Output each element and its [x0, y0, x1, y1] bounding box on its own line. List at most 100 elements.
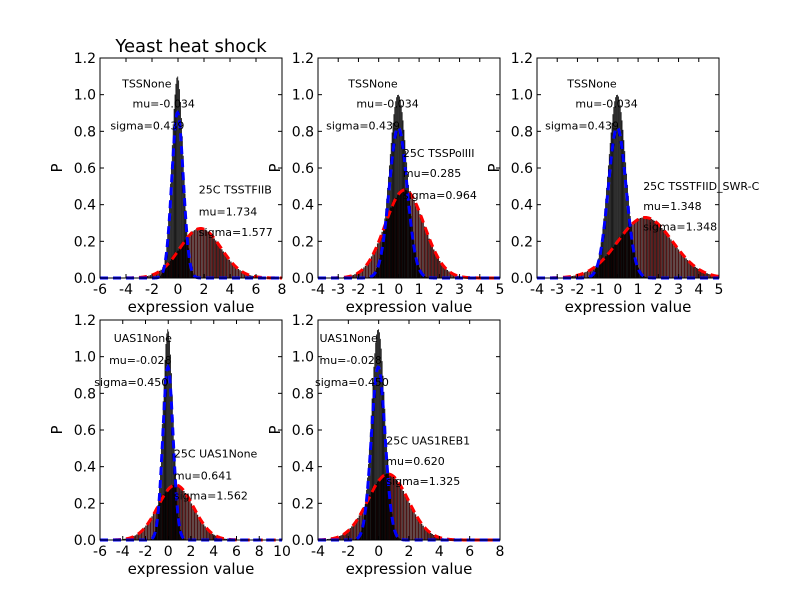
histogram-bar: [212, 533, 214, 541]
histogram-bar: [691, 264, 693, 279]
x-tick-label: 2: [187, 544, 196, 560]
histogram-bar: [387, 457, 388, 540]
y-tick-label: 0.6: [74, 423, 96, 439]
x-tick-label: 0: [394, 282, 403, 298]
histogram-bar: [413, 511, 415, 541]
histogram-bar: [642, 275, 644, 278]
histogram-bar: [179, 89, 180, 278]
histogram-bar: [175, 478, 177, 540]
histogram-bar: [401, 488, 403, 541]
histogram-bar: [428, 238, 430, 279]
histogram-bar: [674, 245, 677, 279]
histogram-bar: [171, 145, 173, 278]
histogram-bar: [689, 263, 692, 279]
histogram-bar: [606, 187, 607, 278]
histogram-bar: [170, 373, 172, 540]
histogram-bar: [405, 151, 407, 278]
annotation-label: sigma=1.577: [199, 226, 273, 239]
x-tick-label: 0: [164, 544, 173, 560]
histogram-bar: [160, 446, 162, 540]
x-tick-label: -2: [145, 282, 159, 298]
y-tick-label: 0.6: [292, 161, 314, 177]
histogram-bar: [662, 229, 665, 279]
histogram-bar: [398, 537, 399, 540]
histogram-bar: [389, 154, 391, 278]
histogram-bar: [395, 101, 397, 278]
x-tick-label: -2: [341, 544, 355, 560]
histogram-bar: [192, 231, 194, 279]
histogram-bar: [583, 272, 586, 279]
histogram-bar: [191, 267, 192, 278]
y-axis-label: P: [48, 163, 66, 172]
histogram-bar: [638, 267, 639, 278]
x-tick-label: -1: [372, 282, 386, 298]
histogram-bar: [424, 276, 426, 278]
annotation-label: mu=0.285: [403, 167, 461, 180]
x-tick-label: -4: [311, 282, 325, 298]
histogram-bar: [377, 330, 378, 540]
histogram-bar: [408, 185, 409, 278]
annotation-label: mu=-0.028: [109, 354, 171, 367]
histogram-bar: [633, 246, 635, 278]
y-tick-label: 1.0: [74, 88, 96, 104]
histogram-bar: [409, 206, 411, 278]
histogram-bar: [230, 261, 232, 279]
x-tick-label: 3: [674, 282, 683, 298]
histogram-bar: [425, 230, 427, 279]
histogram-bar: [626, 173, 627, 278]
histogram-bar: [436, 255, 438, 279]
annotation-label: sigma=0.964: [403, 189, 477, 202]
x-tick-label: 0: [613, 282, 622, 298]
annotation-label: sigma=0.450: [94, 376, 168, 389]
x-tick-label: -4: [530, 282, 544, 298]
x-tick-label: 6: [252, 282, 261, 298]
histogram-bar: [423, 226, 426, 279]
histogram-bar: [398, 483, 400, 541]
histogram-bar: [208, 233, 211, 279]
y-tick-label: 0.0: [74, 533, 96, 549]
histogram-bar: [380, 248, 382, 278]
histogram-bar: [167, 329, 169, 540]
histogram-bar: [202, 524, 205, 541]
x-axis-label: expression value: [128, 560, 255, 578]
subplot-5: -4 -2 0 2 4 6 8 0.0 0.2 0.4 0.6 0.8 1.0 1.2 expression…: [266, 313, 504, 578]
histogram-bar: [198, 517, 200, 541]
y-tick-label: 0.0: [511, 271, 533, 287]
histogram-bar: [615, 97, 617, 278]
histogram-bar: [667, 235, 669, 279]
histogram-bar: [224, 253, 226, 279]
annotation-label: sigma=0.439: [326, 120, 400, 133]
histogram-bar: [174, 94, 176, 278]
histogram-bar: [686, 260, 689, 279]
histogram-bar: [623, 140, 625, 278]
histogram-bar: [394, 106, 396, 278]
x-axis-label: expression value: [128, 298, 255, 316]
x-axis-label: expression value: [346, 560, 473, 578]
histogram-bar: [382, 375, 384, 540]
histogram-bar: [399, 538, 401, 540]
annotation-label: 25C TSSTFIIB: [199, 184, 272, 197]
histogram-bar: [196, 514, 199, 541]
x-axis-label: expression value: [565, 298, 692, 316]
x-tick-label: 2: [435, 282, 444, 298]
x-tick-label: -4: [311, 544, 325, 560]
y-tick-label: 0.0: [74, 271, 96, 287]
annotation-label: sigma=0.439: [545, 120, 619, 133]
x-tick-label: -3: [550, 282, 564, 298]
histogram-bar: [604, 208, 606, 278]
histogram-bar: [372, 382, 374, 540]
histogram-bar: [614, 101, 616, 278]
histogram-bar: [216, 242, 218, 279]
y-tick-label: 0.2: [292, 496, 314, 512]
histogram-bar: [374, 353, 376, 540]
y-tick-label: 0.8: [74, 386, 96, 402]
histogram-bar: [178, 80, 180, 278]
histogram-bar: [363, 516, 365, 540]
x-tick-label: 5: [715, 282, 724, 298]
histogram-bar: [410, 505, 412, 541]
histogram-bar: [405, 496, 408, 541]
histogram-bar: [388, 472, 389, 540]
histogram-bar: [601, 235, 603, 278]
annotation-label: mu=-0.034: [133, 98, 195, 111]
histogram-bar: [627, 185, 628, 278]
